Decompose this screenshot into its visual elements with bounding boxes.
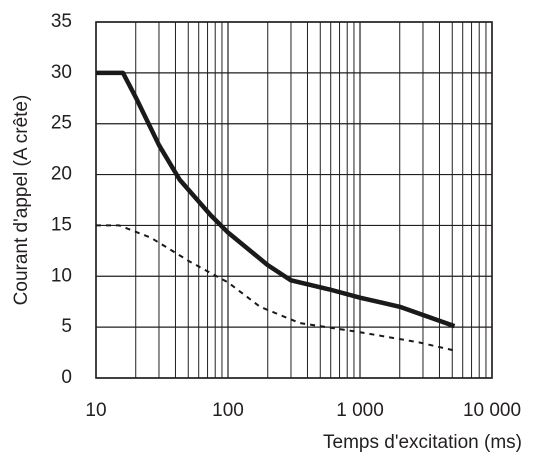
y-tick-label: 0 — [61, 367, 72, 388]
x-axis-label: Temps d'excitation (ms) — [323, 432, 522, 453]
y-tick-label: 15 — [51, 214, 72, 235]
y-tick-label: 30 — [51, 62, 72, 83]
x-tick-label: 100 — [212, 400, 244, 421]
y-tick-label: 5 — [61, 316, 72, 337]
plot-frame — [95, 21, 493, 379]
line — [96, 70, 456, 329]
x-tick-label: 10 — [85, 400, 106, 421]
y-axis-label: Courant d'appel (A crête) — [11, 95, 32, 306]
y-tick-label: 35 — [51, 11, 72, 32]
y-tick-label: 10 — [51, 265, 72, 286]
line — [96, 224, 455, 352]
x-tick-label: 1 000 — [336, 400, 384, 421]
x-tick-label: 10 000 — [463, 400, 521, 421]
y-tick-label: 25 — [51, 113, 72, 134]
y-tick-label: 20 — [51, 164, 72, 185]
